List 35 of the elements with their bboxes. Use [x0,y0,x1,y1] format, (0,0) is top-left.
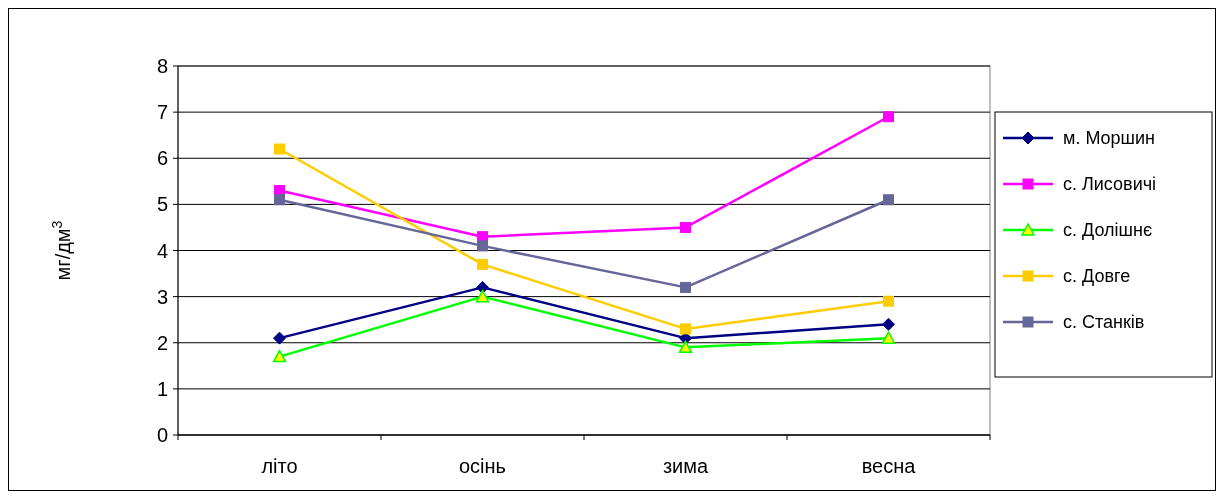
legend-label: с. Долішнє [1063,220,1153,241]
point [883,111,894,123]
point [272,349,287,363]
y-tick-label: 7 [156,101,168,124]
point [680,323,691,335]
x-tick-label: весна [861,455,917,477]
legend-label: м. Моршин [1063,128,1156,149]
y-tick-label: 4 [156,239,168,262]
y-tick-label: 6 [156,147,168,170]
point [680,281,691,293]
x-tick-label: осінь [458,455,507,477]
y-tick-label: 3 [156,285,168,308]
point [883,295,894,307]
legend-label: с. Довге [1063,266,1131,287]
point [274,194,285,206]
legend-label: с. Лисовичі [1063,174,1157,195]
point [680,221,691,233]
point [881,331,896,344]
point [882,317,895,331]
point [477,240,488,252]
y-tick-label: 0 [156,424,168,446]
point [477,258,488,270]
point [475,289,490,303]
point [476,280,489,294]
x-tick-label: літо [261,455,298,477]
point [274,143,285,155]
y-tick-label: 5 [156,193,168,216]
point [883,194,894,206]
y-tick-label: 8 [156,55,168,77]
legend-label: с. Станків [1063,312,1145,333]
y-tick-label: 1 [156,377,168,400]
point [273,331,286,345]
y-tick-label: 2 [156,331,168,354]
x-tick-label: зима [662,455,709,477]
point [678,340,693,354]
